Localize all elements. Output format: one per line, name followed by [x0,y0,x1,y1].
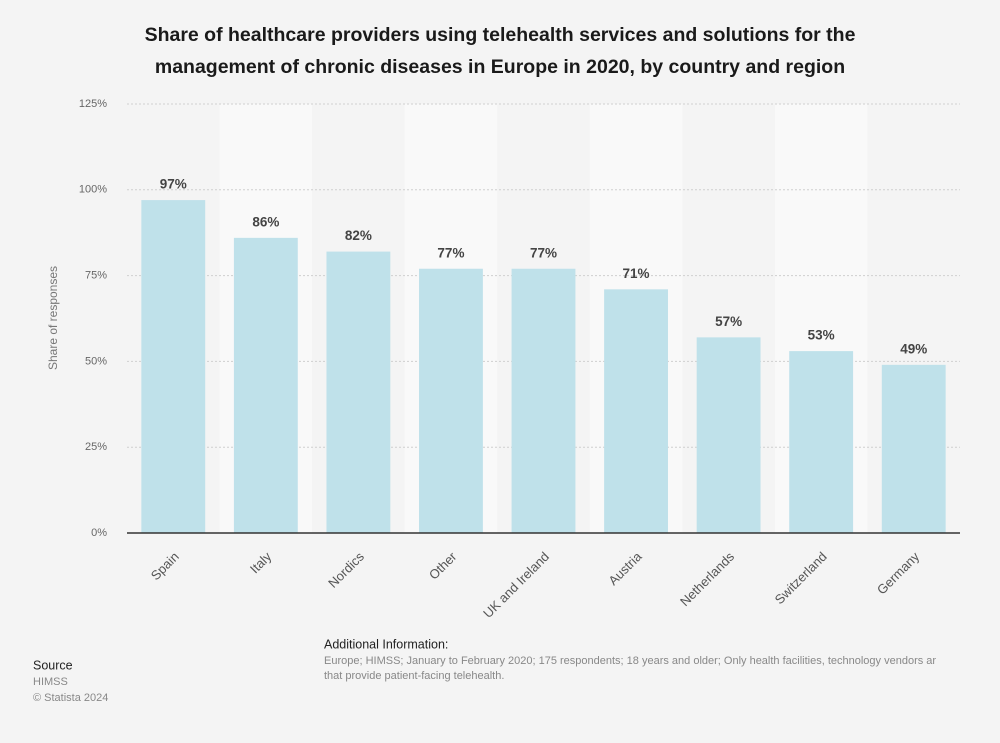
x-tick-label: Switzerland [772,549,830,607]
x-tick-label: Italy [247,549,275,577]
bar [326,251,391,534]
value-label: 49% [900,341,927,356]
x-tick-label: Other [426,548,460,582]
bar [881,364,946,533]
value-label: 82% [345,228,372,243]
value-label: 77% [437,245,464,260]
bar [233,237,298,533]
value-label: 53% [808,328,835,343]
info-title: Additional Information: [324,637,448,651]
value-label: 57% [715,314,742,329]
bar [604,289,668,533]
y-tick-label: 125% [79,98,107,110]
chart-title: Share of healthcare providers using tele… [145,24,856,46]
y-tick-label: 75% [85,270,107,282]
bar [141,200,206,533]
x-tick-label: Germany [874,549,923,598]
bar [511,268,576,533]
source-title: Source [33,658,73,672]
bar [696,337,761,533]
y-tick-label: 50% [85,355,107,367]
y-axis-title: Share of responses [46,266,60,370]
copyright: © Statista 2024 [33,692,108,704]
y-tick-label: 0% [91,527,107,539]
y-tick-label: 25% [85,441,107,453]
x-tick-label: Netherlands [677,549,738,610]
x-tick-label: Spain [148,549,182,583]
source: HIMSS [33,676,68,688]
value-label: 86% [252,214,279,229]
x-tick-label: UK and Ireland [480,549,552,621]
chart-title: management of chronic diseases in Europe… [155,56,845,78]
value-label: 77% [530,245,557,260]
value-label: 71% [623,266,650,281]
bar [789,351,854,533]
x-tick-label: Nordics [325,549,367,591]
y-tick-label: 100% [79,184,107,196]
info-text: Europe; HIMSS; January to February 2020;… [324,655,936,667]
info-text: that provide patient-facing telehealth. [324,670,504,682]
bar [419,268,483,533]
x-tick-label: Austria [605,548,645,588]
value-label: 97% [160,177,187,192]
